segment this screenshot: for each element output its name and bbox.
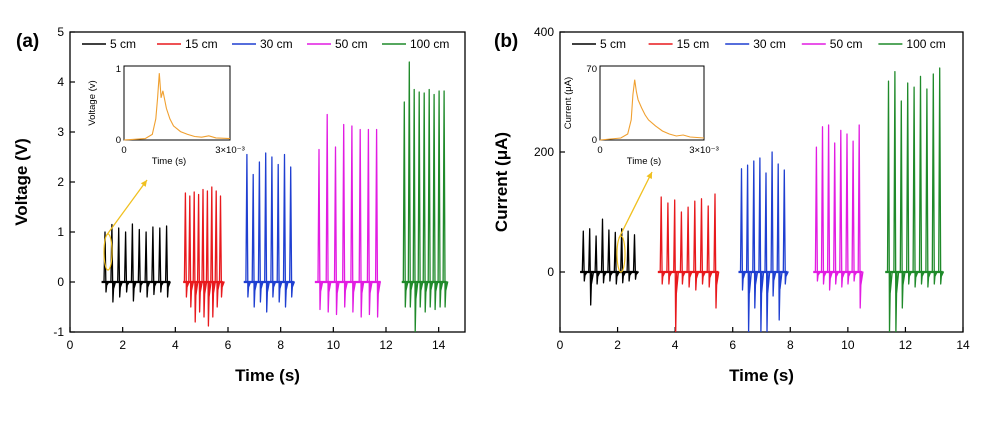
y-axis-title: Current (μA)	[492, 132, 511, 232]
y-tick-label: 0	[547, 265, 554, 279]
series-trace	[401, 61, 449, 332]
series-trace	[738, 151, 789, 332]
callout-arrow-line	[105, 179, 148, 237]
series-trace	[183, 186, 225, 327]
panel-b: 0 2 4 6 8 10 12 14 0 200 400 Time (s) Current (μA) (b…	[492, 25, 970, 385]
series-trace	[885, 67, 945, 332]
callout-arrow-head	[646, 172, 652, 179]
panel-label: (b)	[494, 31, 518, 52]
y-tick-label: -1	[53, 325, 64, 339]
panel-label: (a)	[16, 31, 39, 52]
x-tick-label: 0	[557, 338, 564, 352]
inset-x-tick-label: 0	[121, 145, 126, 156]
inset-y-tick-label: 70	[586, 64, 597, 75]
x-tick-label: 4	[172, 338, 179, 352]
inset-trace	[123, 73, 231, 141]
legend-label: 100 cm	[906, 37, 945, 51]
legend-label: 5 cm	[600, 37, 626, 51]
x-tick-label: 8	[277, 338, 284, 352]
x-tick-label: 14	[432, 338, 446, 352]
legend-label: 15 cm	[185, 37, 218, 51]
callout-highlight	[616, 235, 626, 273]
inset-y-axis-title: Current (μA)	[563, 77, 574, 129]
x-tick-label: 6	[225, 338, 232, 352]
legend-label: 100 cm	[410, 37, 449, 51]
y-tick-label: 1	[57, 225, 64, 239]
inset-x-tick-label: 3×10⁻³	[689, 145, 719, 156]
series-trace	[243, 152, 295, 313]
y-tick-label: 0	[57, 275, 64, 289]
y-tick-label: 4	[57, 75, 64, 89]
y-tick-label: 2	[57, 175, 64, 189]
legend-label: 30 cm	[753, 37, 786, 51]
x-tick-label: 0	[67, 338, 74, 352]
x-tick-label: 6	[729, 338, 736, 352]
series-trace	[101, 223, 171, 303]
x-tick-label: 12	[379, 338, 393, 352]
inset-y-tick-label: 0	[592, 135, 597, 146]
legend-label: 50 cm	[830, 37, 863, 51]
x-axis-title: Time (s)	[235, 366, 300, 385]
inset-y-axis-title: Voltage (v)	[87, 80, 98, 125]
x-tick-label: 4	[672, 338, 679, 352]
x-tick-label: 10	[327, 338, 341, 352]
y-tick-label: 3	[57, 125, 64, 139]
x-tick-label: 2	[614, 338, 621, 352]
series-trace	[314, 113, 381, 318]
series-trace	[580, 218, 639, 306]
inset-x-tick-label: 3×10⁻³	[215, 145, 245, 156]
y-axis-title: Voltage (V)	[12, 138, 31, 226]
inset-x-axis-title: Time (s)	[152, 156, 186, 167]
x-tick-label: 2	[119, 338, 126, 352]
legend-label: 5 cm	[110, 37, 136, 51]
legend-label: 15 cm	[677, 37, 710, 51]
inset-x-tick-label: 0	[597, 145, 602, 156]
series-trace	[657, 193, 720, 332]
callout-arrow-head	[140, 180, 147, 187]
series-trace	[813, 124, 864, 309]
y-tick-label: 200	[534, 145, 554, 159]
inset-frame	[123, 65, 231, 141]
y-tick-label: 5	[57, 25, 64, 39]
x-tick-label: 8	[787, 338, 794, 352]
x-tick-label: 10	[841, 338, 855, 352]
inset-y-tick-label: 0	[116, 135, 121, 146]
y-tick-label: 400	[534, 25, 554, 39]
traces-group	[580, 67, 945, 332]
traces-group	[101, 61, 449, 332]
x-tick-label: 12	[899, 338, 913, 352]
legend-label: 30 cm	[260, 37, 293, 51]
inset-trace	[599, 79, 705, 141]
inset-y-tick-label: 1	[116, 64, 121, 75]
inset-frame	[599, 65, 705, 141]
callout-highlight	[103, 233, 113, 271]
callout-arrow-line	[618, 171, 653, 239]
legend-label: 50 cm	[335, 37, 368, 51]
x-axis-title: Time (s)	[729, 366, 794, 385]
inset-x-axis-title: Time (s)	[627, 156, 661, 167]
x-tick-label: 14	[956, 338, 970, 352]
